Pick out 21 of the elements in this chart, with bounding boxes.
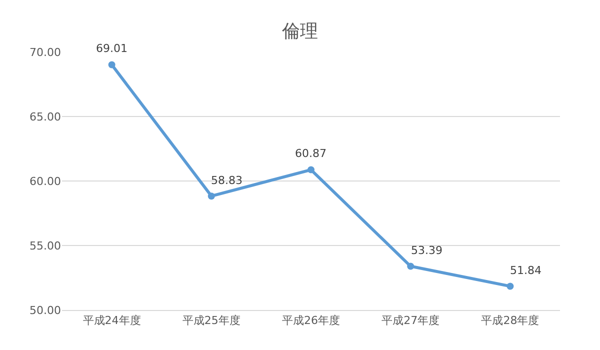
point bbox=[108, 61, 116, 68]
point bbox=[506, 282, 514, 290]
chart-title: 倫理 bbox=[281, 21, 318, 42]
x-tick-label: 平成28年度 bbox=[481, 314, 540, 328]
y-tick-label: 50.00 bbox=[30, 304, 61, 317]
x-tick-label: 平成25年度 bbox=[182, 314, 240, 328]
data-label: 58.83 bbox=[211, 174, 242, 187]
point bbox=[208, 192, 215, 200]
data-label: 53.39 bbox=[411, 244, 442, 257]
x-tick-label: 平成26年度 bbox=[282, 314, 340, 328]
data-label: 60.87 bbox=[295, 147, 326, 160]
y-tick-label: 65.00 bbox=[30, 110, 61, 124]
y-tick-label: 60.00 bbox=[30, 174, 61, 188]
y-tick-label: 55.00 bbox=[30, 239, 61, 252]
x-tick-label: 平成24年度 bbox=[82, 314, 141, 328]
point bbox=[407, 262, 414, 270]
x-tick-label: 平成27年度 bbox=[382, 314, 440, 328]
data-label: 69.01 bbox=[96, 42, 128, 55]
point bbox=[308, 166, 314, 174]
data-label: 51.84 bbox=[510, 264, 542, 277]
y-tick-label: 70.00 bbox=[30, 46, 61, 59]
